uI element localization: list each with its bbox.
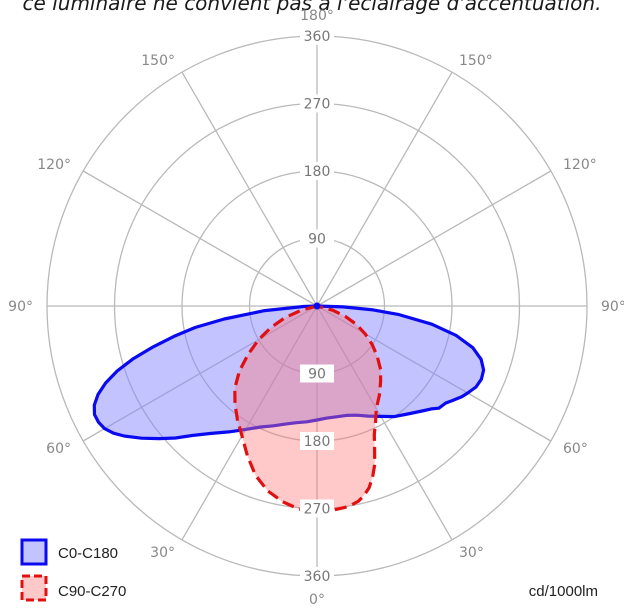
series-c90-c270 [233,304,383,514]
angle-label: 180° [300,8,334,24]
radial-tick-bg [300,499,334,518]
angle-label: 30° [150,545,175,561]
angle-label: 90° [8,299,33,315]
radial-tick-bg [300,94,334,113]
series-c0-c180 [92,304,486,441]
chart-caption: ce luminaire ne convient pas à l'éclaira… [22,0,602,15]
angle-label: 120° [563,157,597,173]
radial-tick-label: 180 [304,434,331,450]
center-point [313,302,321,310]
radial-tick-label: 270 [304,502,331,518]
legend-swatch-c0-c180 [20,538,48,566]
series-layer [92,302,486,514]
radial-tick-label: 270 [304,97,331,113]
angle-label: 120° [37,157,71,173]
radial-tick-label: 90 [308,367,326,383]
radial-tick-label: 180 [304,164,331,180]
angle-label: 90° [601,299,624,315]
angle-label: 0° [309,592,325,608]
radial-tick-bg [300,364,334,383]
polar-labels: 90 90 180 180 270 270 360 360 180° 150° 120° 90° 60°… [8,8,624,608]
radial-tick-bg [300,567,334,585]
radial-tick-label: 360 [304,569,331,585]
legend: C0-C180 C90-C270 [20,538,126,602]
radial-tick-label: 360 [304,29,331,45]
legend-label-c90-c270: C90-C270 [58,583,126,600]
angle-label: 150° [459,53,493,69]
radial-tick-bg [300,229,334,248]
unit-label: cd/1000lm [529,583,598,600]
legend-label-c0-c180: C0-C180 [58,545,118,562]
angle-label: 30° [459,545,484,561]
radial-tick-label: 90 [308,232,326,248]
radial-tick-bg [300,432,334,450]
angle-label: 60° [563,441,588,457]
angle-label: 60° [46,441,71,457]
legend-swatch-c90-c270 [20,574,48,602]
angle-label: 150° [141,53,175,69]
radial-tick-bg [300,27,334,45]
radial-tick-bg [300,162,334,180]
